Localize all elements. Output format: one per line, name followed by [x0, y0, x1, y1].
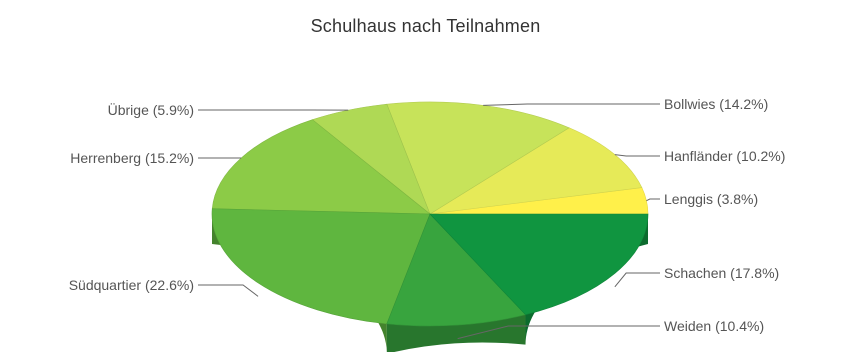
leader-line-5 [198, 284, 259, 297]
leader-line-2 [483, 103, 660, 106]
leader-line-7 [614, 272, 660, 288]
leader-line-1 [614, 154, 660, 157]
leader-line-6 [457, 325, 660, 340]
slice-label-4: Herrenberg (15.2%) [70, 150, 194, 166]
slice-label-2: Bollwies (14.2%) [664, 96, 768, 112]
pie-slice-5 [211, 208, 431, 325]
slice-label-0: Lenggis (3.8%) [664, 191, 758, 207]
slice-label-3: Übrige (5.9%) [108, 101, 194, 118]
leader-line-0 [646, 198, 660, 202]
slice-label-1: Hanfländer (10.2%) [664, 148, 785, 164]
pie-slice-4 [211, 119, 431, 215]
chart-title: Schulhaus nach Teilnahmen [310, 16, 541, 36]
slice-label-5: Südquartier (22.6%) [69, 277, 194, 293]
pie-slice-7 [429, 213, 649, 316]
slice-label-7: Schachen (17.8%) [664, 265, 779, 281]
pie-slice-2 [386, 101, 570, 215]
pie-slice-6 [386, 213, 527, 327]
slice-label-6: Weiden (10.4%) [664, 318, 764, 334]
